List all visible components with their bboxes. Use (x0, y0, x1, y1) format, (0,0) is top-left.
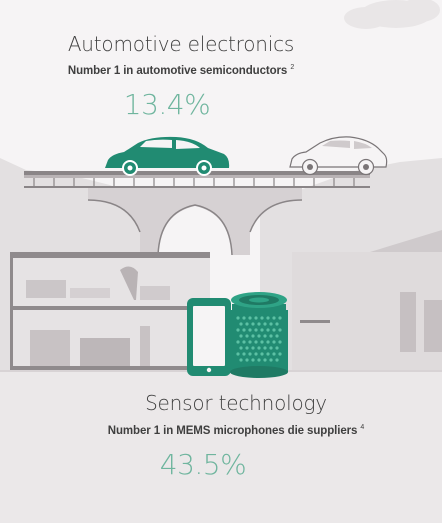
car-grey-icon (289, 136, 388, 176)
ground (0, 370, 442, 523)
automotive-title: Automotive electronics (67, 32, 295, 56)
house-right (292, 230, 442, 370)
sensor-subtitle-text: Number 1 in MEMS microphones die supplie… (107, 424, 358, 437)
automotive-subtitle-text: Number 1 in automotive semiconductors (67, 64, 288, 77)
bridge (24, 171, 370, 256)
automotive-market-share: 13.4% (123, 88, 211, 121)
smartphone-icon (187, 298, 231, 376)
sensor-title: Sensor technology (145, 391, 327, 415)
mems-microphone-icon (230, 292, 288, 378)
house-left (10, 252, 210, 370)
sensor-footnote: 4 (360, 424, 365, 431)
cloud-icon (344, 0, 440, 29)
automotive-subtitle: Number 1 in automotive semiconductors 2 (0, 64, 402, 77)
car-icon (105, 136, 230, 176)
sensor-subtitle: Number 1 in MEMS microphones die supplie… (15, 424, 442, 437)
automotive-footnote: 2 (290, 64, 295, 71)
sensor-market-share: 43.5% (159, 448, 247, 481)
